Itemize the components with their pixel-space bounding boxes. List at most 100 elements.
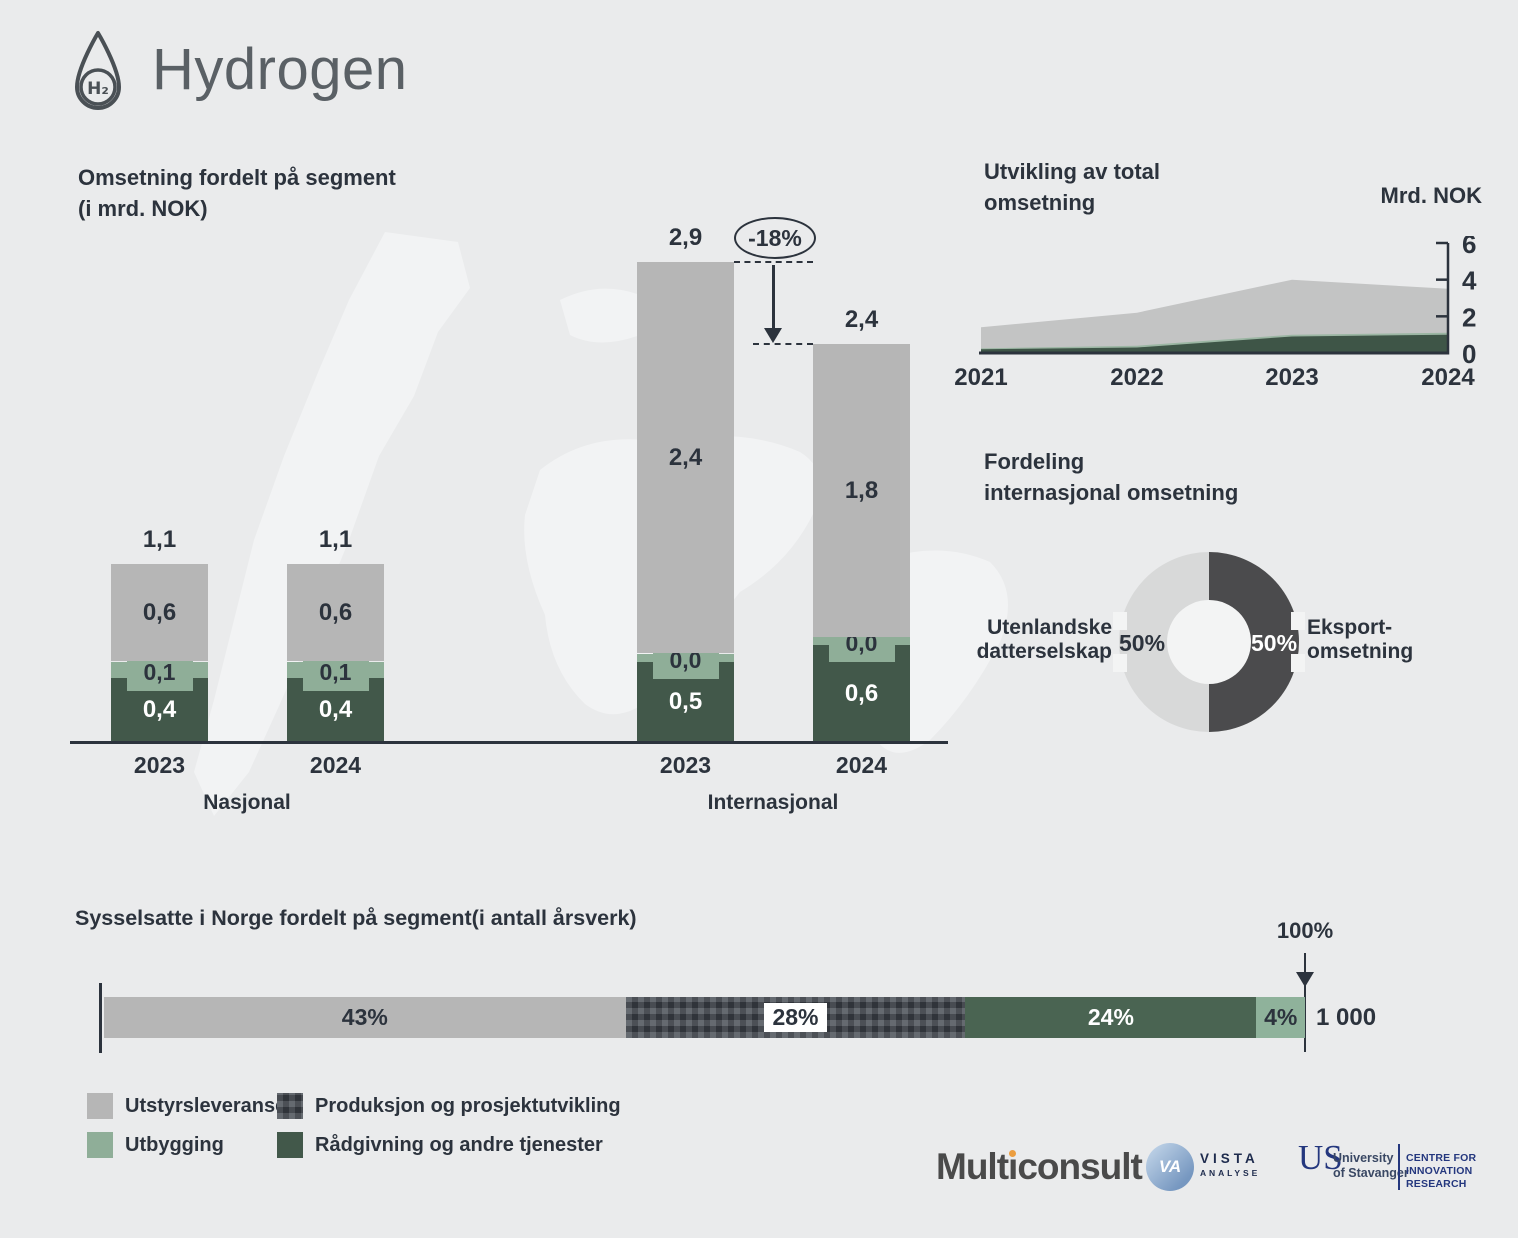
employment-left-tick — [99, 983, 102, 1053]
donut-right-value: 50% — [1251, 630, 1298, 656]
annotation-arrow-stem — [772, 265, 775, 329]
donut-left-label-line2: datterselskap — [976, 640, 1112, 663]
employment-axis-max-label: 100% — [1276, 918, 1334, 943]
annotation-badge: -18% — [734, 217, 816, 259]
legend-label: Utstyrsleveranse — [125, 1094, 287, 1117]
annotation-arrow-head — [764, 328, 782, 343]
bar-segment — [637, 262, 734, 654]
legend-swatch — [87, 1132, 113, 1158]
centre-innovation-research-logo: CENTRE FOR INNOVATION RESEARCH — [1406, 1152, 1518, 1191]
area-y-tick-label: 2 — [1462, 302, 1476, 332]
employment-segment-label: 4% — [1264, 1004, 1298, 1030]
vista-line1: VISTA — [1200, 1151, 1259, 1166]
donut-hole — [1167, 600, 1251, 684]
multiconsult-i: ı — [1008, 1146, 1018, 1187]
employment-bar: 43% 28% 24% 4% — [104, 997, 1305, 1038]
bar-total-label: 1,1 — [318, 525, 353, 553]
donut-slice-right — [1209, 552, 1299, 732]
area-series-0 — [981, 334, 1448, 353]
x-axis-category-label: 2024 — [835, 752, 888, 778]
bar-segment-label: 1,8 — [844, 476, 879, 504]
bar-segment-label: 0,6 — [142, 598, 177, 626]
bar-total-label: 2,4 — [844, 305, 879, 333]
centre-line2: INNOVATION RESEARCH — [1406, 1165, 1473, 1190]
bar-segment — [287, 563, 384, 662]
donut-left-label-line1: Utenlandske — [987, 616, 1112, 639]
donut-label-notch — [1113, 612, 1127, 630]
bar-segment-label: 2,4 — [668, 443, 703, 471]
employment-segment-label: 24% — [1087, 1004, 1134, 1030]
donut-right-label-line2: omsetning — [1307, 640, 1414, 663]
annotation-dash-bottom — [753, 343, 813, 345]
multiconsult-orange-dot-icon — [1009, 1150, 1017, 1157]
donut-title-line1: Fordeling — [984, 449, 1085, 474]
legend-label: Utbygging — [125, 1133, 224, 1156]
university-of-stavanger-logo: University of Stavanger — [1333, 1151, 1409, 1181]
x-axis-category-label: 2023 — [133, 752, 186, 778]
legend-swatch — [87, 1093, 113, 1119]
area-y-tick-label: 6 — [1462, 236, 1476, 259]
multiconsult-text: consult — [1017, 1146, 1143, 1187]
total-chart-unit-label: Mrd. NOK — [1380, 183, 1482, 208]
segment-chart-title-line2: (i mrd. NOK) — [78, 196, 208, 221]
area-y-tick-label: 4 — [1462, 266, 1477, 296]
area-x-label: 2022 — [1110, 364, 1164, 391]
total-area-chart: 0 2 4 6 — [979, 236, 1477, 368]
multiconsult-text: Mult — [936, 1146, 1009, 1187]
donut-right-label: Eksport- omsetning — [1307, 616, 1413, 664]
donut-label-notch — [1291, 654, 1305, 672]
area-y-tick-label: 0 — [1462, 339, 1476, 368]
h2-droplet-icon: H₂ — [75, 31, 121, 110]
bar-segment-label: 0,4 — [318, 696, 353, 724]
area-x-label: 2024 — [1421, 364, 1475, 391]
vista-analyse-logo: VISTA ANALYSE — [1200, 1152, 1260, 1180]
group-label-internasjonal: Internasjonal — [707, 791, 839, 814]
employment-segment: 28% — [625, 997, 966, 1038]
bar-segment-label: 0,6 — [318, 598, 353, 626]
legend-item-3: Rådgivning og andre tjenester — [277, 1132, 603, 1158]
vista-line2: ANALYSE — [1200, 1168, 1261, 1178]
employment-segment: 24% — [965, 997, 1257, 1038]
donut-right-label-line1: Eksport- — [1307, 616, 1393, 639]
donut-chart — [1113, 552, 1305, 732]
bar-segment-label: 0,6 — [844, 680, 879, 708]
uis-line2: of Stavanger — [1333, 1166, 1409, 1180]
total-chart-title: Utvikling av total omsetning — [984, 156, 1160, 218]
legend-item-1: Utbygging — [87, 1132, 224, 1158]
group-label-nasjonal: Nasjonal — [203, 791, 291, 814]
donut-label-notch — [1113, 654, 1127, 672]
employment-segment-label: 43% — [341, 1004, 388, 1030]
logo-divider — [1398, 1144, 1400, 1190]
legend-label: Rådgivning og andre tjenester — [315, 1133, 603, 1156]
donut-label-notch — [1291, 612, 1305, 630]
area-x-label: 2021 — [954, 364, 1008, 391]
legend-swatch — [277, 1132, 303, 1158]
multiconsult-logo: Multı consult — [936, 1146, 1143, 1188]
donut-left-label: Utenlandske datterselskap — [930, 616, 1112, 664]
centre-line1: CENTRE FOR — [1406, 1152, 1477, 1164]
bar-segment-label: 0,4 — [142, 696, 177, 724]
donut-title-line2: internasjonal omsetning — [984, 480, 1239, 505]
bar-segment — [111, 563, 208, 662]
vista-mark: VA — [1158, 1157, 1182, 1176]
segment-chart-title-line1: Omsetning fordelt på segment — [78, 165, 396, 190]
x-axis-category-label: 2023 — [659, 752, 712, 778]
legend-item-0: Utstyrsleveranse — [87, 1093, 286, 1119]
total-chart-title-line2: omsetning — [984, 190, 1096, 215]
area-x-label: 2023 — [1265, 364, 1319, 391]
uis-line1: University — [1333, 1151, 1394, 1165]
legend-label: Produksjon og prosjektutvikling — [315, 1094, 621, 1117]
legend-item-2: Produksjon og prosjektutvikling — [277, 1093, 621, 1119]
bar-total-label: 2,9 — [668, 224, 703, 252]
annotation-dash-top — [734, 261, 813, 263]
x-axis-category-label: 2024 — [309, 752, 362, 778]
university-of-stavanger-icon: US — [1298, 1138, 1343, 1177]
bar-total-label: 1,1 — [142, 525, 177, 553]
employment-axis-arrow — [1296, 972, 1314, 987]
total-chart-title-line1: Utvikling av total — [984, 159, 1161, 184]
donut-title: Fordeling internasjonal omsetning — [984, 446, 1238, 508]
employment-segment: 43% — [104, 997, 626, 1038]
donut-left-value: 50% — [1119, 630, 1166, 656]
